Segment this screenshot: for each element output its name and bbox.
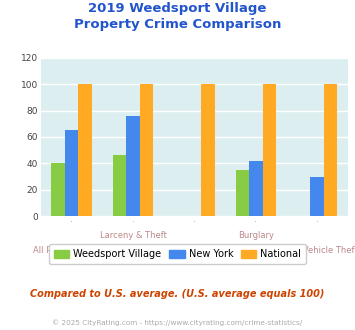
Bar (51, 163, 65, 216)
Legend: Weedsport Village, New York, National: Weedsport Village, New York, National (49, 245, 306, 264)
Text: Compared to U.S. average. (U.S. average equals 100): Compared to U.S. average. (U.S. average … (30, 289, 325, 299)
Bar (310, 177, 324, 216)
Bar (249, 161, 263, 216)
Bar (126, 116, 140, 216)
Bar (65, 130, 78, 216)
Text: All Property Crime: All Property Crime (33, 246, 110, 255)
Bar (140, 84, 153, 216)
Bar (201, 84, 215, 216)
Bar (263, 84, 276, 216)
Bar (324, 84, 338, 216)
Text: 2019 Weedsport Village: 2019 Weedsport Village (88, 2, 267, 15)
Text: Larceny & Theft: Larceny & Theft (99, 231, 166, 240)
Bar (113, 155, 126, 216)
Text: Motor Vehicle Theft: Motor Vehicle Theft (277, 246, 355, 255)
Text: Property Crime Comparison: Property Crime Comparison (74, 18, 281, 31)
Text: Burglary: Burglary (238, 231, 274, 240)
Text: Arson: Arson (182, 246, 206, 255)
Bar (235, 170, 249, 216)
Text: © 2025 CityRating.com - https://www.cityrating.com/crime-statistics/: © 2025 CityRating.com - https://www.city… (53, 319, 302, 326)
Bar (78, 84, 92, 216)
